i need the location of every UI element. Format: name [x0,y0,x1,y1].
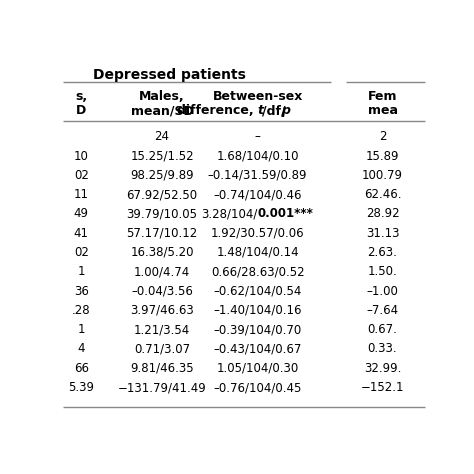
Text: 0.33.: 0.33. [368,342,397,356]
Text: s,: s, [75,90,87,103]
Text: 1.92/30.57/0.06: 1.92/30.57/0.06 [211,227,304,240]
Text: Fem: Fem [368,90,397,103]
Text: 49: 49 [74,208,89,220]
Text: 0.001***: 0.001*** [258,208,313,220]
Text: 67.92/52.50: 67.92/52.50 [127,188,198,201]
Text: p: p [282,104,291,118]
Text: 4: 4 [78,342,85,356]
Text: Males,: Males, [139,90,185,103]
Text: t: t [258,104,264,118]
Text: 1.48/104/0.14: 1.48/104/0.14 [216,246,299,259]
Text: 15.25/1.52: 15.25/1.52 [130,149,194,163]
Text: 02: 02 [74,246,89,259]
Text: 3.28/104/: 3.28/104/ [201,208,258,220]
Text: D: D [76,104,86,118]
Text: −131.79/41.49: −131.79/41.49 [118,381,207,394]
Text: 1: 1 [78,265,85,278]
Text: 1.00/4.74: 1.00/4.74 [134,265,190,278]
Text: 31.13: 31.13 [366,227,399,240]
Text: –0.43/104/0.67: –0.43/104/0.67 [213,342,302,356]
Text: 41: 41 [74,227,89,240]
Text: –0.14/31.59/0.89: –0.14/31.59/0.89 [208,169,307,182]
Text: 24: 24 [155,130,170,143]
Text: difference,: difference, [177,104,258,118]
Text: 57.17/10.12: 57.17/10.12 [127,227,198,240]
Text: 1.68/104/0.10: 1.68/104/0.10 [216,149,299,163]
Text: 0.71/3.07: 0.71/3.07 [134,342,190,356]
Text: mean/SD: mean/SD [131,104,193,118]
Text: –: – [255,130,261,143]
Text: 0.66/28.63/0.52: 0.66/28.63/0.52 [211,265,304,278]
Text: 15.89: 15.89 [366,149,399,163]
Text: Between-sex: Between-sex [212,90,303,103]
Text: 0.67.: 0.67. [367,323,398,336]
Text: 39.79/10.05: 39.79/10.05 [127,208,198,220]
Text: –1.40/104/0.16: –1.40/104/0.16 [213,304,302,317]
Text: –0.76/104/0.45: –0.76/104/0.45 [213,381,302,394]
Text: 10: 10 [74,149,89,163]
Text: mea: mea [367,104,398,118]
Text: 3.97/46.63: 3.97/46.63 [130,304,194,317]
Text: 62.46.: 62.46. [364,188,401,201]
Text: 1: 1 [78,323,85,336]
Text: 32.99.: 32.99. [364,362,401,375]
Text: –1.00: –1.00 [366,284,399,298]
Text: /df/: /df/ [262,104,286,118]
Text: 66: 66 [74,362,89,375]
Text: 16.38/5.20: 16.38/5.20 [130,246,194,259]
Text: –0.39/104/0.70: –0.39/104/0.70 [213,323,302,336]
Text: 2: 2 [379,130,386,143]
Text: 5.39: 5.39 [68,381,94,394]
Text: 1.50.: 1.50. [368,265,397,278]
Text: 11: 11 [74,188,89,201]
Text: .28: .28 [72,304,91,317]
Text: –0.62/104/0.54: –0.62/104/0.54 [213,284,302,298]
Text: 02: 02 [74,169,89,182]
Text: 9.81/46.35: 9.81/46.35 [130,362,194,375]
Text: 100.79: 100.79 [362,169,403,182]
Text: 98.25/9.89: 98.25/9.89 [130,169,194,182]
Text: –0.04/3.56: –0.04/3.56 [131,284,193,298]
Text: –7.64: –7.64 [366,304,399,317]
Text: 2.63.: 2.63. [367,246,398,259]
Text: –0.74/104/0.46: –0.74/104/0.46 [213,188,302,201]
Text: 1.21/3.54: 1.21/3.54 [134,323,190,336]
Text: Depressed patients: Depressed patients [93,68,246,82]
Text: 36: 36 [74,284,89,298]
Text: 28.92: 28.92 [366,208,399,220]
Text: −152.1: −152.1 [361,381,404,394]
Text: 1.05/104/0.30: 1.05/104/0.30 [217,362,299,375]
